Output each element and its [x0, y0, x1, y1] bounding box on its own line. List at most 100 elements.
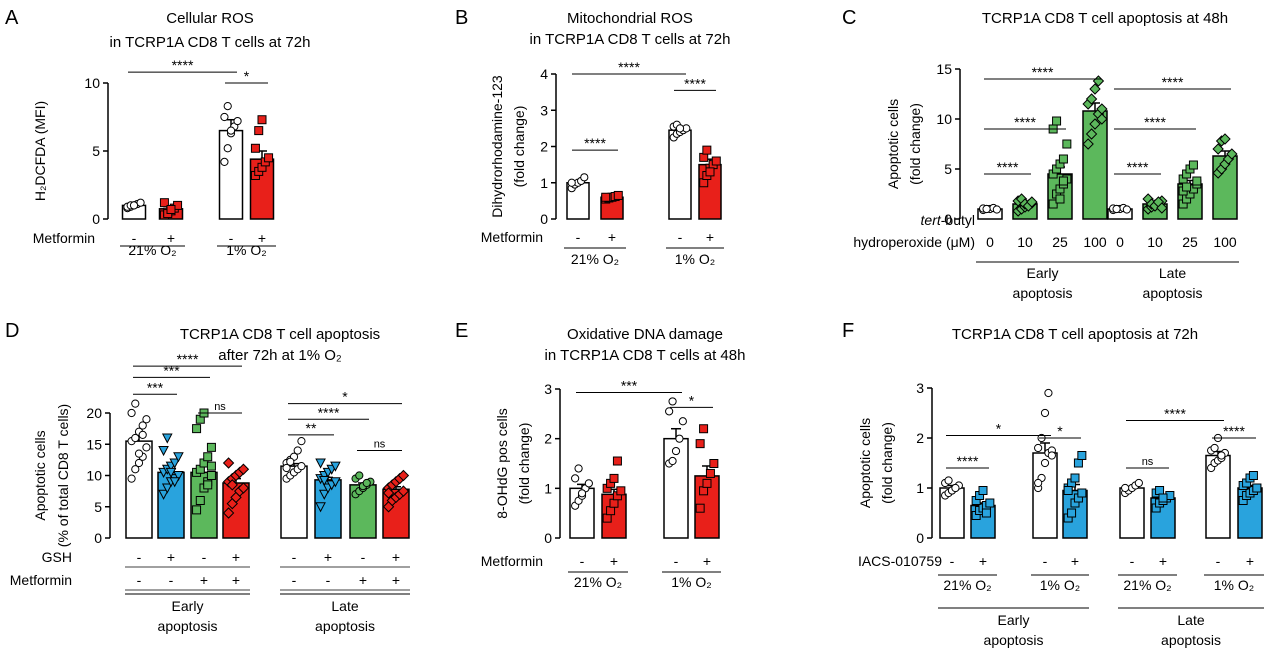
data-point [206, 461, 216, 471]
panel-letter-D: D [5, 320, 19, 342]
condition-label: + [200, 572, 208, 588]
significance-label: **** [318, 404, 340, 420]
group-label: apoptosis [1143, 285, 1203, 301]
data-point [397, 485, 410, 497]
data-point [1026, 196, 1038, 208]
significance-label: ** [306, 420, 317, 436]
data-point [138, 421, 147, 430]
bar [1032, 452, 1058, 539]
significance-label: ns [1142, 456, 1154, 468]
significance-label: **** [1223, 423, 1245, 439]
data-point [982, 204, 991, 214]
y-tick-label: 0 [94, 530, 102, 546]
significance-label: **** [1032, 64, 1054, 80]
condition-label: - [580, 553, 585, 569]
condition-label: - [1130, 553, 1135, 569]
data-point [985, 498, 995, 508]
y-axis-label: H₂DCFDA (MFI) [32, 101, 48, 201]
row-label: GSH [42, 549, 72, 565]
condition-label: - [1216, 553, 1221, 569]
chart-panel-B: 0 1 2 3 4 Dihydrorhodamine-123 (fold change) - +… [481, 59, 724, 267]
panel-title-A: in TCRP1A CD8 T cells at 72h [110, 34, 311, 51]
data-point [567, 178, 576, 187]
condition-label: - [950, 553, 955, 569]
significance-label: * [996, 421, 1002, 437]
y-tick-label: 1 [540, 175, 548, 191]
data-point [1063, 486, 1073, 495]
y-tick-label: 1 [916, 480, 924, 496]
significance-label: **** [1127, 159, 1149, 175]
condition-label: 25 [1182, 234, 1198, 250]
significance-label: *** [147, 379, 164, 395]
y-tick-label: 0 [544, 530, 552, 546]
data-point [203, 480, 213, 490]
data-point [222, 507, 235, 519]
data-point [165, 467, 177, 478]
data-point [158, 489, 169, 500]
significance-label: *** [621, 377, 638, 393]
significance-label: * [1057, 423, 1063, 439]
data-point [702, 145, 712, 155]
bar [663, 437, 689, 539]
condition-label: - [361, 549, 366, 565]
data-point [1134, 478, 1143, 488]
data-point [1034, 443, 1043, 453]
data-point [131, 399, 140, 408]
chart-panel-F: 0 1 2 3 Apoptotic cells (fold change) - + - + - + - +… [857, 380, 1264, 648]
significance-label: ns [374, 439, 386, 451]
supergroup-label: Late [1177, 612, 1204, 628]
y-axis-label: Apoptotic cells [885, 99, 901, 189]
condition-label: - [202, 549, 207, 565]
data-point [675, 434, 684, 443]
y-tick-label: 5 [944, 161, 952, 177]
y-tick-label: 0 [916, 530, 924, 546]
data-point [220, 112, 229, 122]
data-point [1112, 204, 1121, 214]
condition-label: + [1071, 553, 1079, 569]
data-point [695, 503, 705, 513]
significance-label: * [244, 68, 250, 84]
condition-label: - [678, 229, 683, 245]
group-label: 21% O₂ [1123, 577, 1171, 593]
data-point [609, 473, 619, 483]
data-point [1212, 143, 1224, 155]
y-tick-label: 0 [540, 211, 548, 227]
panel-letter-B: B [455, 7, 468, 29]
y-axis-label: (fold change) [511, 106, 527, 188]
data-point [1096, 113, 1108, 125]
data-point [1210, 443, 1219, 453]
panel-title-A: Cellular ROS [166, 10, 254, 27]
group-label: 1% O₂ [671, 574, 711, 590]
y-tick-label: 15 [936, 61, 952, 77]
data-point [330, 477, 341, 488]
condition-label: 10 [1147, 234, 1163, 250]
chart-panel-C: 0 5 10 15 Apoptotic cells (fold change) 0 10 25 1… [853, 61, 1239, 301]
data-point [1077, 451, 1087, 460]
condition-label: + [359, 572, 367, 588]
panel-letter-F: F [842, 320, 854, 342]
data-point [1121, 483, 1130, 493]
group-label: apoptosis [1013, 285, 1073, 301]
data-point [1082, 138, 1094, 150]
panel-title-C: TCRP1A CD8 T cell apoptosis at 48h [982, 10, 1228, 27]
data-point [223, 144, 232, 153]
data-point [173, 471, 184, 482]
group-label: Late [331, 598, 358, 614]
data-point [951, 483, 960, 493]
data-point [1044, 388, 1053, 398]
chart-panel-A: 0 5 10 H₂DCFDA (MFI) - + - + Metformin 21% O₂ 1% O… [32, 57, 276, 258]
data-point [158, 446, 169, 457]
data-point [668, 456, 677, 466]
data-point [134, 449, 144, 458]
supergroup-label: Early [998, 612, 1030, 628]
data-point [1070, 473, 1080, 483]
panel-letter-C: C [842, 7, 856, 29]
significance-label: **** [172, 57, 194, 73]
condition-label: - [137, 549, 142, 565]
data-point [293, 446, 302, 455]
data-point [192, 424, 202, 434]
panel-title-D: TCRP1A CD8 T cell apoptosis [180, 326, 380, 343]
data-point [127, 474, 136, 483]
condition-label: - [292, 549, 297, 565]
significance-label: **** [1144, 114, 1166, 130]
